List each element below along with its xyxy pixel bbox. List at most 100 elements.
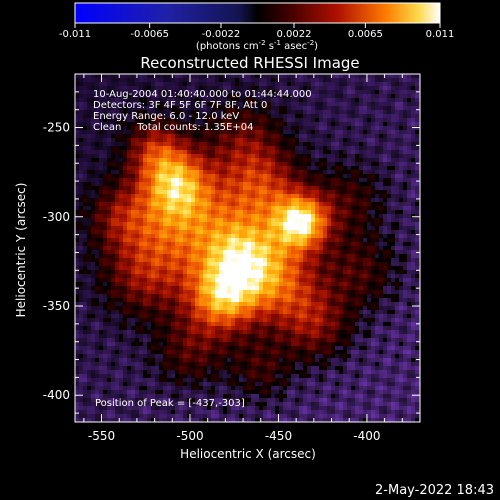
heatmap-cell: [275, 114, 279, 118]
heatmap-cell: [291, 270, 295, 274]
heatmap-cell: [387, 158, 391, 162]
heatmap-cell: [367, 214, 371, 218]
heatmap-cell: [147, 118, 151, 122]
heatmap-cell: [235, 98, 239, 102]
heatmap-cell: [231, 90, 235, 94]
heatmap-cell: [79, 210, 83, 214]
heatmap-cell: [207, 78, 211, 82]
heatmap-cell: [331, 254, 335, 258]
units-part-5: asec: [281, 41, 307, 52]
heatmap-cell: [227, 246, 231, 250]
heatmap-cell: [247, 198, 251, 202]
heatmap-cell: [395, 130, 399, 134]
heatmap-cell: [91, 74, 95, 78]
heatmap-cell: [91, 170, 95, 174]
heatmap-cell: [263, 102, 267, 106]
heatmap-cell: [107, 302, 111, 306]
heatmap-cell: [383, 266, 387, 270]
heatmap-cell: [187, 202, 191, 206]
heatmap-cell: [259, 238, 263, 242]
heatmap-cell: [231, 110, 235, 114]
heatmap-cell: [327, 102, 331, 106]
heatmap-cell: [135, 238, 139, 242]
heatmap-cell: [111, 242, 115, 246]
heatmap-cell: [271, 234, 275, 238]
heatmap-cell: [343, 166, 347, 170]
heatmap-cell: [339, 86, 343, 90]
heatmap-cell: [339, 170, 343, 174]
heatmap-cell: [347, 150, 351, 154]
colorbar: -0.011 -0.0065 -0.0022 0.0022 0.0065 0.011 (p…: [59, 2, 454, 52]
heatmap-cell: [279, 162, 283, 166]
heatmap-cell: [331, 294, 335, 298]
heatmap-cell: [267, 118, 271, 122]
heatmap-cell: [327, 218, 331, 222]
heatmap-cell: [263, 226, 267, 230]
heatmap-cell: [183, 262, 187, 266]
heatmap-cell: [219, 202, 223, 206]
heatmap-cell: [315, 166, 319, 170]
heatmap-cell: [167, 162, 171, 166]
heatmap-cell: [287, 178, 291, 182]
heatmap-cell: [247, 250, 251, 254]
heatmap-cell: [299, 194, 303, 198]
heatmap-cell: [299, 210, 303, 214]
heatmap-cell: [303, 238, 307, 242]
heatmap-cell: [195, 146, 199, 150]
heatmap-cell: [415, 118, 419, 122]
heatmap-cell: [147, 242, 151, 246]
heatmap-cell: [179, 250, 183, 254]
heatmap-cell: [127, 94, 131, 98]
heatmap-cell: [315, 158, 319, 162]
heatmap-cell: [231, 254, 235, 258]
heatmap-cell: [87, 238, 91, 242]
heatmap-cell: [95, 178, 99, 182]
heatmap-cell: [415, 190, 419, 194]
heatmap-cell: [247, 150, 251, 154]
heatmap-cell: [379, 158, 383, 162]
heatmap-cell: [331, 142, 335, 146]
heatmap-cell: [347, 298, 351, 302]
heatmap-cell: [127, 198, 131, 202]
heatmap-cell: [131, 278, 135, 282]
heatmap-cell: [199, 198, 203, 202]
heatmap-cell: [159, 118, 163, 122]
heatmap-cell: [311, 286, 315, 290]
heatmap-cell: [335, 166, 339, 170]
heatmap-cell: [335, 74, 339, 78]
heatmap-cell: [319, 86, 323, 90]
heatmap-cell: [91, 286, 95, 290]
heatmap-cell: [171, 126, 175, 130]
heatmap-cell: [131, 150, 135, 154]
heatmap-cell: [91, 210, 95, 214]
heatmap-cell: [239, 106, 243, 110]
heatmap-cell: [91, 254, 95, 258]
heatmap-cell: [391, 118, 395, 122]
heatmap-cell: [331, 198, 335, 202]
heatmap-cell: [231, 266, 235, 270]
heatmap-cell: [347, 86, 351, 90]
heatmap-cell: [159, 226, 163, 230]
heatmap-cell: [215, 290, 219, 294]
heatmap-cell: [99, 154, 103, 158]
heatmap-cell: [191, 214, 195, 218]
heatmap-cell: [171, 78, 175, 82]
heatmap-cell: [335, 214, 339, 218]
heatmap-cell: [247, 122, 251, 126]
heatmap-cell: [247, 222, 251, 226]
heatmap-cell: [123, 110, 127, 114]
heatmap-cell: [163, 94, 167, 98]
heatmap-cell: [195, 242, 199, 246]
heatmap-cell: [127, 178, 131, 182]
heatmap-cell: [255, 130, 259, 134]
heatmap-cell: [195, 290, 199, 294]
heatmap-cell: [411, 150, 415, 154]
heatmap-cell: [407, 282, 411, 286]
heatmap-cell: [171, 270, 175, 274]
heatmap-cell: [75, 242, 79, 246]
chart-title: Reconstructed RHESSI Image: [140, 54, 359, 72]
heatmap-cell: [91, 134, 95, 138]
heatmap-cell: [383, 238, 387, 242]
heatmap-cell: [387, 274, 391, 278]
heatmap-cell: [147, 134, 151, 138]
